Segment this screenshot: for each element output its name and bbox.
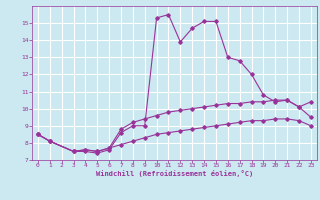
X-axis label: Windchill (Refroidissement éolien,°C): Windchill (Refroidissement éolien,°C) [96,170,253,177]
